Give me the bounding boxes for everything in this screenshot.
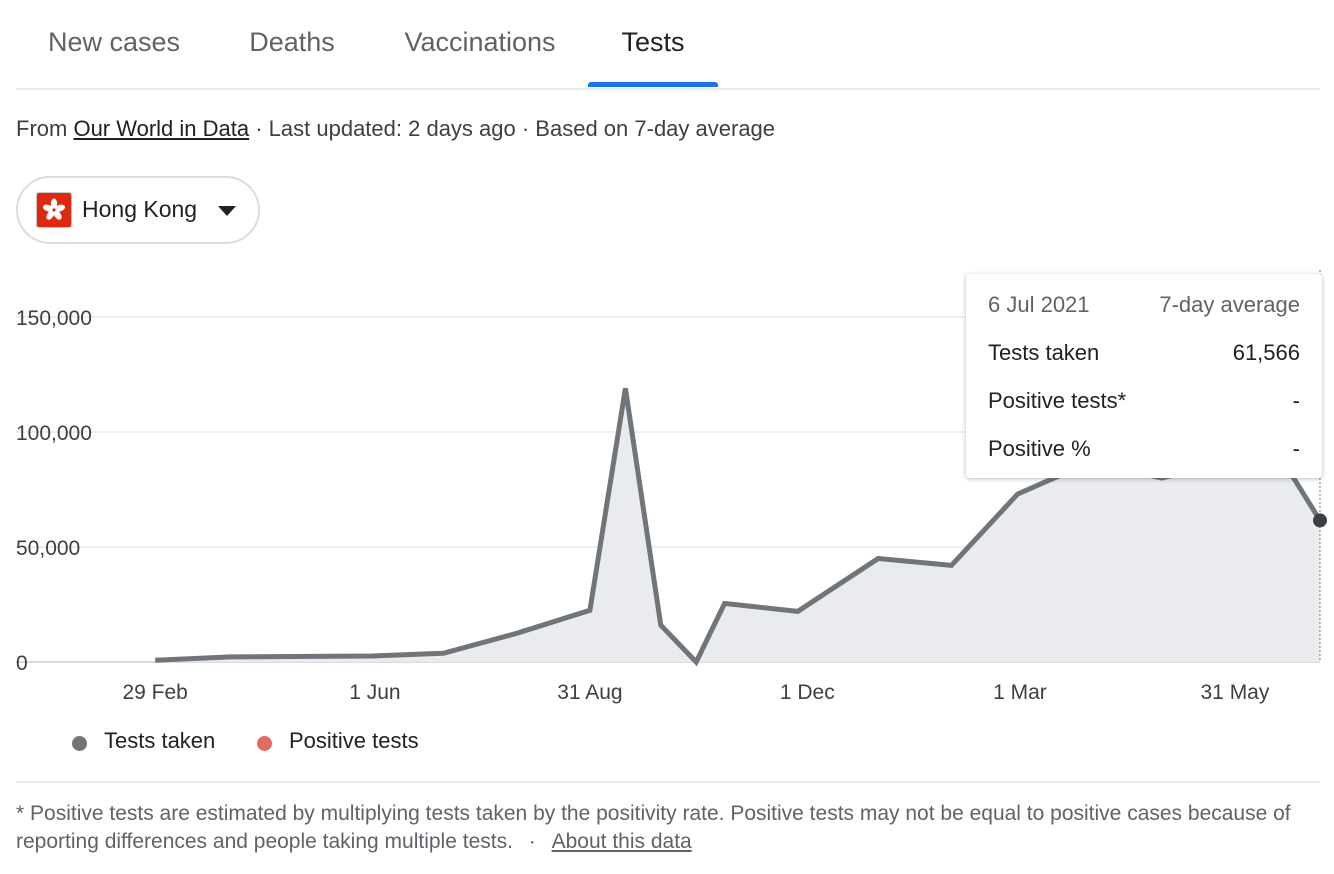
tab-vaccinations[interactable]: Vaccinations bbox=[404, 27, 556, 57]
last-updated-text: · Last updated: 2 days ago · Based on 7-… bbox=[255, 116, 776, 141]
y-tick-label: 100,000 bbox=[16, 422, 92, 445]
y-tick-label: 150,000 bbox=[16, 307, 92, 330]
tests-area bbox=[155, 388, 1321, 662]
source-prefix: From bbox=[16, 116, 68, 141]
footnote: * Positive tests are estimated by multip… bbox=[16, 800, 1306, 856]
chart-tooltip: 6 Jul 2021 7-day average Tests taken 61,… bbox=[966, 274, 1322, 478]
tooltip-average-label: 7-day average bbox=[1159, 292, 1300, 317]
source-line: From Our World in Data · Last updated: 2… bbox=[16, 116, 775, 142]
y-tick-label: 50,000 bbox=[16, 537, 80, 560]
legend-label: Positive tests bbox=[289, 728, 419, 753]
tab-bar: New cases Deaths Vaccinations Tests bbox=[16, 0, 1320, 90]
footnote-separator: · bbox=[528, 830, 536, 853]
tooltip-positive-value: - bbox=[1292, 388, 1300, 413]
legend-label: Tests taken bbox=[104, 728, 216, 753]
tooltip-positive-label: Positive tests* bbox=[988, 388, 1127, 413]
footnote-text: * Positive tests are estimated by multip… bbox=[16, 802, 1291, 853]
tab-new-cases[interactable]: New cases bbox=[48, 27, 181, 57]
country-selector[interactable]: Hong Kong bbox=[16, 176, 260, 244]
source-link[interactable]: Our World in Data bbox=[73, 116, 250, 141]
tests-line bbox=[155, 387, 1323, 667]
tooltip-percent-label: Positive % bbox=[988, 436, 1091, 461]
tab-deaths[interactable]: Deaths bbox=[249, 27, 335, 57]
legend-dot-tests-taken bbox=[72, 736, 87, 751]
active-tab-indicator bbox=[588, 82, 718, 87]
x-tick-label: 29 Feb bbox=[122, 681, 187, 704]
x-tick-label: 1 Jun bbox=[349, 681, 400, 704]
tooltip-tests-label: Tests taken bbox=[988, 340, 1100, 365]
x-tick-label: 1 Mar bbox=[993, 681, 1047, 704]
caret-down-icon bbox=[218, 206, 236, 216]
tooltip-percent-value: - bbox=[1292, 436, 1300, 461]
highlight-point bbox=[1313, 513, 1327, 528]
divider bbox=[16, 781, 1320, 783]
about-this-data-link[interactable]: About this data bbox=[551, 830, 692, 853]
x-tick-label: 31 May bbox=[1201, 681, 1270, 704]
tooltip-date: 6 Jul 2021 bbox=[988, 292, 1090, 317]
y-tick-label: 0 bbox=[16, 652, 28, 675]
country-name: Hong Kong bbox=[82, 196, 198, 222]
x-tick-label: 31 Aug bbox=[557, 681, 622, 704]
tooltip-tests-value: 61,566 bbox=[1232, 340, 1300, 365]
hong-kong-flag-icon bbox=[36, 192, 72, 228]
tab-tests[interactable]: Tests bbox=[621, 27, 685, 57]
legend-dot-positive-tests bbox=[257, 736, 272, 751]
x-tick-label: 1 Dec bbox=[780, 681, 835, 704]
